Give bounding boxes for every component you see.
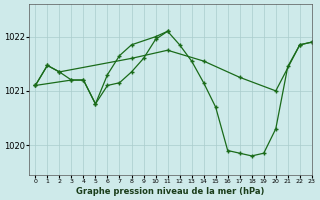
X-axis label: Graphe pression niveau de la mer (hPa): Graphe pression niveau de la mer (hPa) — [76, 187, 265, 196]
